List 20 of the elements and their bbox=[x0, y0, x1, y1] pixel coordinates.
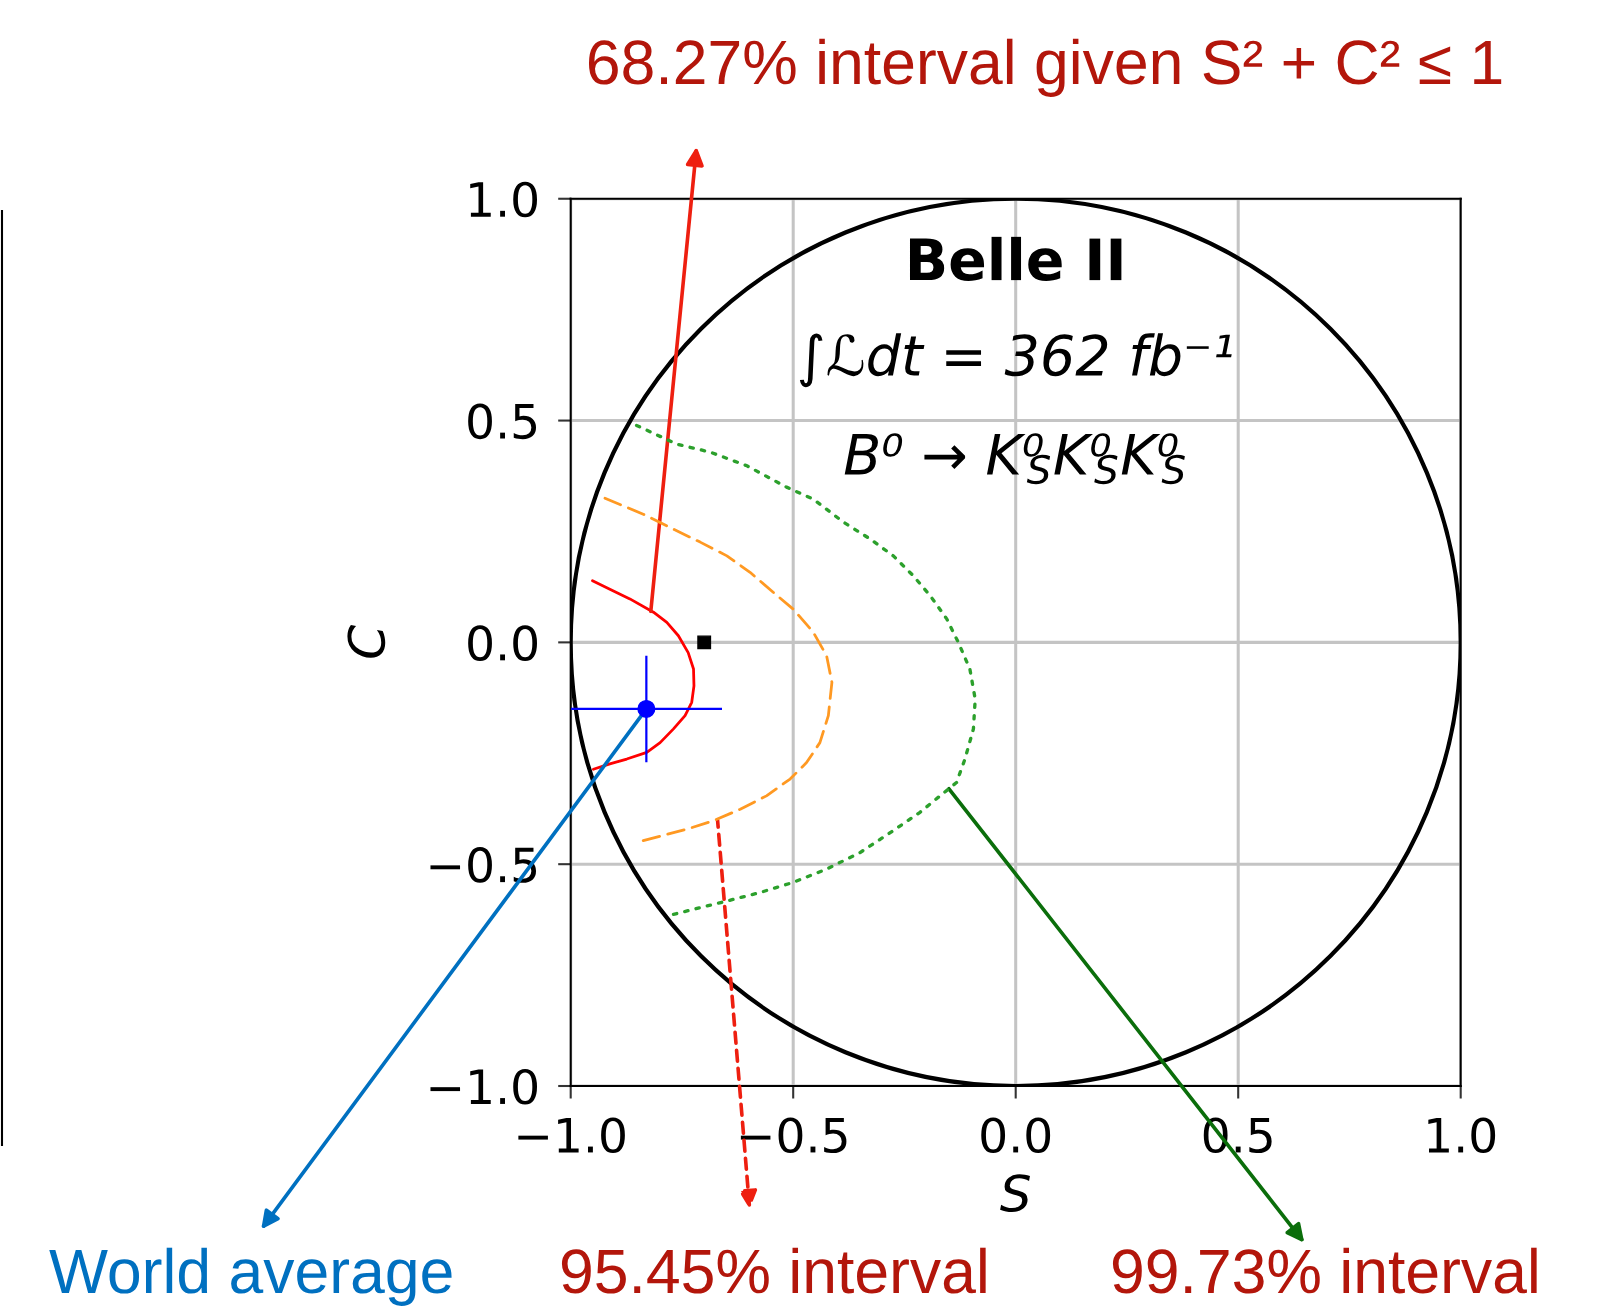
y-tick-label: 1.0 bbox=[470, 181, 538, 218]
annotation: 99.73% interval bbox=[1112, 1247, 1537, 1294]
y-tick-label: 0.0 bbox=[468, 625, 538, 661]
y-axis-title: C bbox=[347, 625, 386, 658]
x-axis-title: S bbox=[1000, 1174, 1030, 1213]
annotation: World average bbox=[49, 1247, 452, 1306]
x-tick-label: 0.0 bbox=[981, 1117, 1051, 1154]
line-series bbox=[634, 423, 977, 916]
annotation: Belle II bbox=[909, 236, 1122, 281]
line-series bbox=[603, 496, 834, 843]
annotation: ∫ℒdt = 362 fb⁻¹ bbox=[799, 333, 1232, 388]
annotation: B⁰ → K⁰$_{S}$K⁰$_{S}$K⁰$_{S}$ bbox=[844, 433, 1185, 485]
annotation: 95.45% interval bbox=[561, 1247, 986, 1294]
y-tick-label: −1.0 bbox=[430, 1068, 538, 1105]
y-tick-label: 0.5 bbox=[468, 403, 537, 440]
x-tick-label: −1.0 bbox=[518, 1117, 625, 1154]
annotation: 68.27% interval given S² + C² ≤ 1 bbox=[588, 38, 1502, 97]
line-series bbox=[591, 579, 696, 771]
x-tick-label: −0.5 bbox=[740, 1117, 847, 1154]
x-tick-label: 1.0 bbox=[1428, 1117, 1496, 1154]
